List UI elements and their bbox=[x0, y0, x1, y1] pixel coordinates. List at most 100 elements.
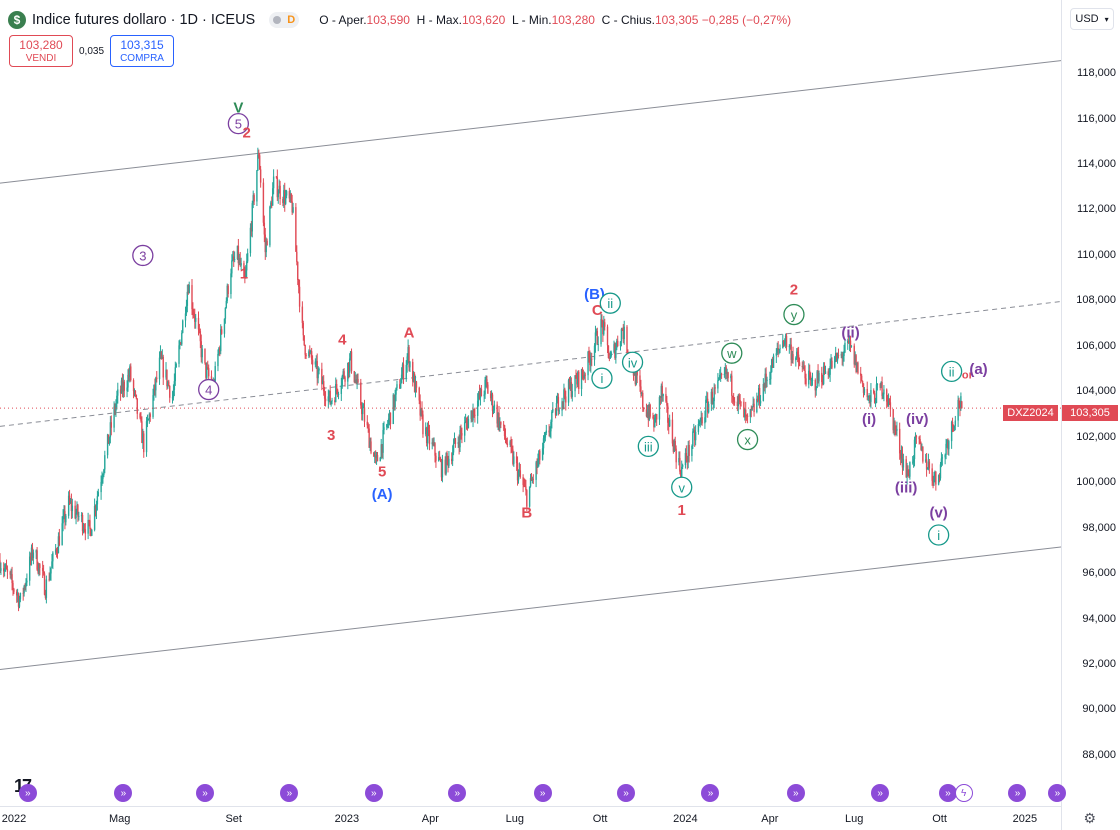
candle bbox=[290, 192, 292, 203]
candle bbox=[49, 566, 51, 581]
candle bbox=[509, 439, 511, 448]
candle bbox=[239, 251, 241, 267]
wave-label-17: iv bbox=[628, 355, 638, 370]
candle bbox=[749, 408, 752, 424]
candle bbox=[565, 390, 567, 411]
candle bbox=[440, 458, 443, 481]
wave-label-9: 5 bbox=[378, 463, 386, 480]
dividend-event-icon[interactable]: ϟ bbox=[954, 784, 973, 802]
earnings-event-icon[interactable]: » bbox=[617, 784, 636, 802]
candle bbox=[435, 452, 437, 468]
buy-button[interactable]: 103,315 COMPRA bbox=[110, 35, 175, 67]
earnings-event-icon[interactable]: » bbox=[533, 784, 552, 802]
earnings-event-icon[interactable]: » bbox=[786, 784, 805, 802]
candle bbox=[288, 187, 291, 203]
candle bbox=[892, 408, 894, 434]
candle bbox=[732, 392, 735, 406]
wave-label-18: iii bbox=[644, 439, 653, 454]
wave-label-22: x bbox=[744, 433, 751, 448]
data-status-pill[interactable]: D bbox=[269, 12, 300, 28]
candle bbox=[869, 395, 871, 407]
candle bbox=[314, 358, 317, 368]
earnings-event-icon[interactable]: » bbox=[448, 784, 467, 802]
candle bbox=[305, 352, 307, 360]
candle bbox=[908, 469, 910, 479]
candle bbox=[310, 347, 313, 365]
candle bbox=[88, 519, 90, 527]
candle bbox=[467, 415, 470, 429]
candle bbox=[854, 351, 856, 366]
earnings-event-icon[interactable]: » bbox=[18, 784, 37, 802]
candle bbox=[246, 248, 249, 264]
wave-label-26: (i) bbox=[862, 411, 876, 428]
candle bbox=[395, 387, 397, 402]
candle bbox=[596, 327, 599, 346]
ohlc-open-value: 103,590 bbox=[366, 13, 410, 27]
earnings-event-icon[interactable]: » bbox=[1048, 784, 1067, 802]
wave-label-20: 1 bbox=[678, 502, 686, 519]
symbol-title[interactable]: Indice futures dollaro · 1D · ICEUS bbox=[32, 12, 256, 28]
candle bbox=[725, 365, 727, 380]
candle bbox=[511, 438, 513, 453]
candle bbox=[915, 434, 918, 444]
candle bbox=[370, 437, 372, 455]
earnings-event-icon[interactable]: » bbox=[938, 784, 957, 802]
earnings-event-icon[interactable]: » bbox=[364, 784, 383, 802]
settings-gear-icon[interactable]: ⚙ bbox=[1083, 810, 1096, 826]
candle bbox=[68, 489, 71, 506]
candle bbox=[912, 455, 915, 468]
candle bbox=[921, 443, 923, 452]
candle bbox=[94, 504, 97, 517]
earnings-event-icon[interactable]: » bbox=[195, 784, 214, 802]
candle bbox=[249, 223, 252, 257]
candle bbox=[71, 498, 74, 519]
candle bbox=[140, 412, 142, 423]
candle bbox=[706, 391, 708, 403]
candle bbox=[399, 379, 401, 390]
candle bbox=[225, 297, 228, 309]
y-tick-label: 94,000 bbox=[1082, 612, 1116, 625]
candle bbox=[535, 460, 537, 488]
candle bbox=[223, 318, 226, 338]
candle bbox=[434, 442, 436, 463]
candle bbox=[191, 279, 193, 316]
earnings-event-icon[interactable]: » bbox=[114, 784, 133, 802]
candle bbox=[706, 392, 709, 418]
candle bbox=[251, 200, 253, 238]
candle bbox=[601, 314, 603, 328]
candle bbox=[906, 462, 908, 485]
candle bbox=[114, 403, 116, 416]
x-tick-label: Ott bbox=[932, 813, 947, 825]
candle bbox=[849, 335, 852, 353]
candle bbox=[797, 346, 800, 370]
candle bbox=[473, 408, 475, 418]
currency-selector[interactable]: USD ▾ bbox=[1070, 8, 1114, 30]
candle bbox=[827, 368, 829, 380]
candle bbox=[486, 375, 488, 389]
y-tick-label: 90,000 bbox=[1082, 703, 1116, 716]
earnings-event-icon[interactable]: » bbox=[1008, 784, 1027, 802]
candle bbox=[667, 403, 669, 431]
candle bbox=[348, 361, 350, 379]
candle bbox=[441, 454, 444, 483]
candle bbox=[479, 387, 482, 406]
chevron-down-icon: ▾ bbox=[1104, 14, 1109, 24]
candle bbox=[201, 344, 203, 364]
earnings-event-icon[interactable]: » bbox=[871, 784, 890, 802]
candle bbox=[821, 366, 823, 389]
candle bbox=[45, 575, 48, 604]
candle bbox=[463, 416, 466, 443]
x-tick-label: Apr bbox=[421, 813, 439, 825]
candle bbox=[952, 424, 955, 432]
candle bbox=[668, 417, 670, 435]
candle bbox=[224, 307, 227, 324]
candle bbox=[194, 308, 196, 329]
sell-button[interactable]: 103,280 VENDI bbox=[9, 35, 73, 67]
earnings-event-icon[interactable]: » bbox=[701, 784, 720, 802]
candle bbox=[487, 382, 489, 394]
earnings-event-icon[interactable]: » bbox=[280, 784, 299, 802]
sell-price: 103,280 bbox=[19, 38, 63, 52]
candle bbox=[497, 412, 499, 431]
wave-circle bbox=[671, 476, 693, 498]
